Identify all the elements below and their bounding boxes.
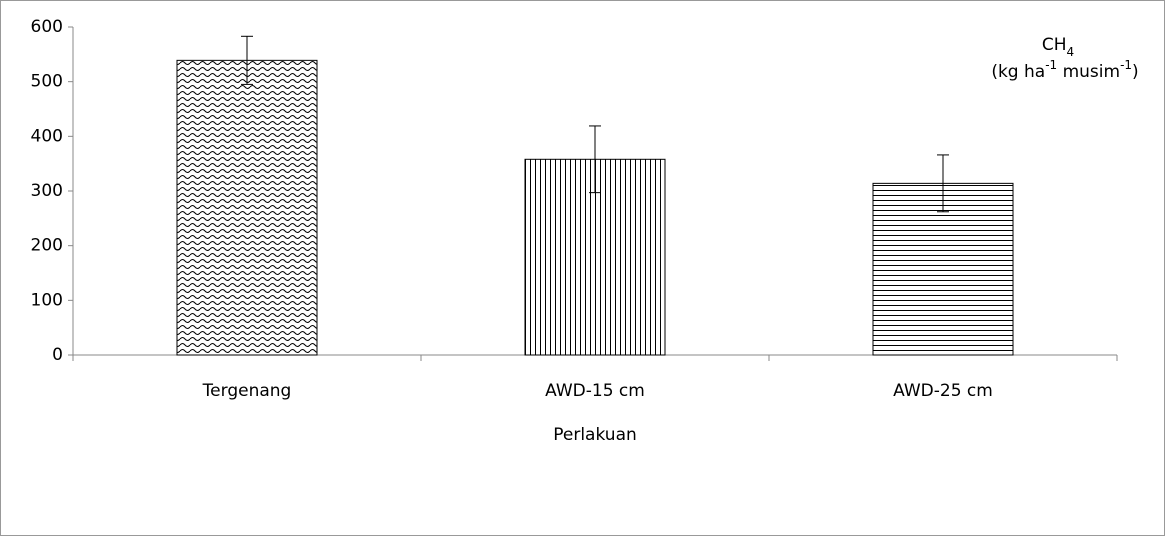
y-tick-label: 600: [31, 17, 63, 37]
annotation-part: ): [1132, 62, 1139, 82]
annotation: (kg ha-1 musim-1): [991, 58, 1138, 83]
annotation-part: musim: [1057, 62, 1120, 82]
annotation-part: 4: [1067, 45, 1075, 59]
annotation-part: -1: [1120, 58, 1132, 72]
bar: [872, 182, 1014, 356]
annotation: CH4: [1042, 35, 1074, 59]
bar: [176, 59, 318, 356]
annotation-part: CH: [1042, 35, 1067, 55]
annotation-part: -1: [1045, 58, 1057, 72]
error-bar: [241, 35, 253, 85]
error-bar: [937, 154, 949, 213]
y-tick-label: 200: [31, 236, 63, 256]
y-tick-label: 100: [31, 290, 63, 310]
error-bar: [589, 125, 601, 194]
y-tick-label: 300: [31, 181, 63, 201]
y-tick-label: 400: [31, 126, 63, 146]
x-axis-label: Perlakuan: [553, 425, 637, 445]
y-tick-label: 0: [52, 345, 63, 365]
y-tick-label: 500: [31, 72, 63, 92]
x-tick-label: Tergenang: [202, 381, 292, 401]
x-tick-label: AWD-25 cm: [893, 381, 993, 401]
x-tick-label: AWD-15 cm: [545, 381, 645, 401]
annotation-part: (kg ha: [991, 62, 1045, 82]
